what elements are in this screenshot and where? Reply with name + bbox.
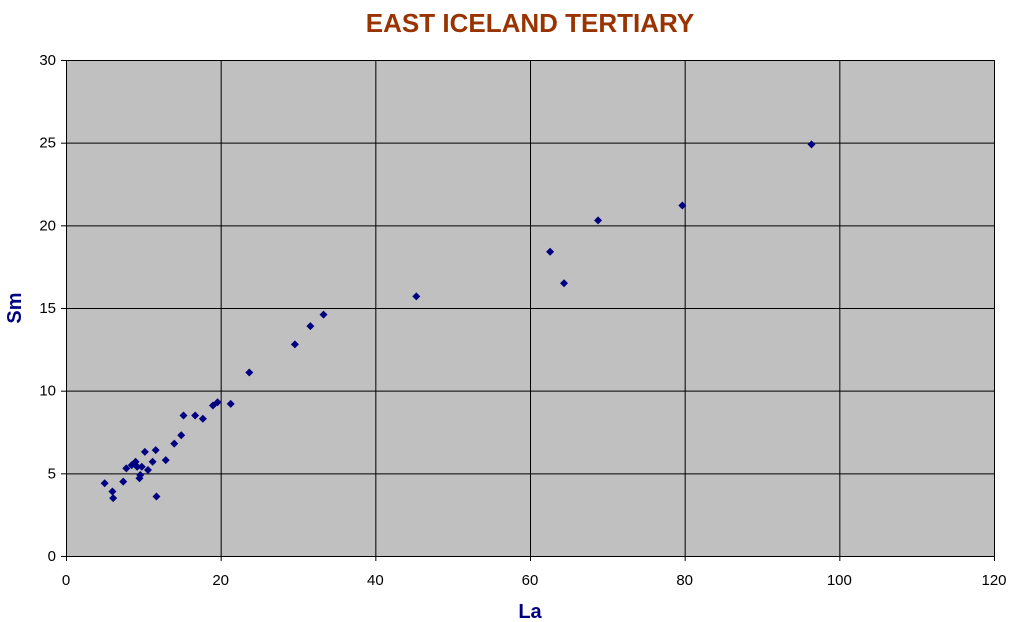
- x-tick-label: 100: [827, 572, 852, 589]
- y-tick-label: 20: [39, 217, 56, 234]
- data-point-marker: [170, 439, 179, 448]
- data-point-marker: [119, 477, 128, 486]
- data-point-marker: [122, 464, 131, 473]
- data-points: [100, 140, 816, 503]
- x-axis-ticks: 0 20 40 60 80 100 120: [62, 556, 1007, 589]
- data-point-marker: [148, 457, 157, 466]
- data-point-marker: [191, 411, 200, 420]
- axes: [61, 60, 994, 561]
- x-tick-label: 40: [367, 572, 384, 589]
- data-point-marker: [546, 247, 555, 256]
- data-point-marker: [108, 487, 117, 496]
- data-point-marker: [290, 340, 299, 349]
- x-tick-label: 20: [212, 572, 229, 589]
- data-point-marker: [594, 216, 603, 225]
- data-point-marker: [140, 447, 149, 456]
- y-tick-label: 15: [39, 300, 56, 317]
- data-point-marker: [177, 431, 186, 440]
- data-point-marker: [560, 279, 569, 288]
- data-point-marker: [306, 322, 315, 331]
- y-tick-label: 10: [39, 383, 56, 400]
- x-tick-label: 120: [981, 572, 1006, 589]
- data-point-marker: [151, 446, 160, 455]
- data-point-marker: [245, 368, 254, 377]
- data-point-marker: [213, 398, 222, 407]
- y-tick-label: 30: [39, 52, 56, 69]
- data-point-marker: [143, 466, 152, 475]
- data-point-marker: [198, 414, 207, 423]
- y-tick-label: 5: [48, 465, 56, 482]
- data-point-marker: [179, 411, 188, 420]
- data-point-marker: [109, 494, 118, 503]
- y-tick-label: 25: [39, 135, 56, 152]
- x-tick-label: 60: [522, 572, 539, 589]
- x-tick-label: 80: [676, 572, 693, 589]
- x-tick-label: 0: [62, 572, 70, 589]
- data-point-marker: [678, 201, 687, 210]
- y-axis-label: Sm: [4, 292, 26, 323]
- data-point-marker: [136, 470, 145, 479]
- chart-title: EAST ICELAND TERTIARY: [366, 8, 694, 38]
- data-point-marker: [412, 292, 421, 301]
- x-axis-label: La: [518, 601, 542, 622]
- data-point-marker: [319, 310, 328, 319]
- data-point-marker: [137, 462, 146, 471]
- data-point-marker: [100, 479, 109, 488]
- data-point-marker: [807, 140, 816, 149]
- data-point-marker: [226, 399, 235, 408]
- y-axis-ticks: 0 5 10 15 20 25 30: [39, 52, 66, 565]
- y-tick-label: 0: [48, 548, 56, 565]
- data-point-marker: [133, 462, 142, 471]
- data-point-marker: [161, 456, 170, 465]
- data-point-marker: [152, 492, 161, 501]
